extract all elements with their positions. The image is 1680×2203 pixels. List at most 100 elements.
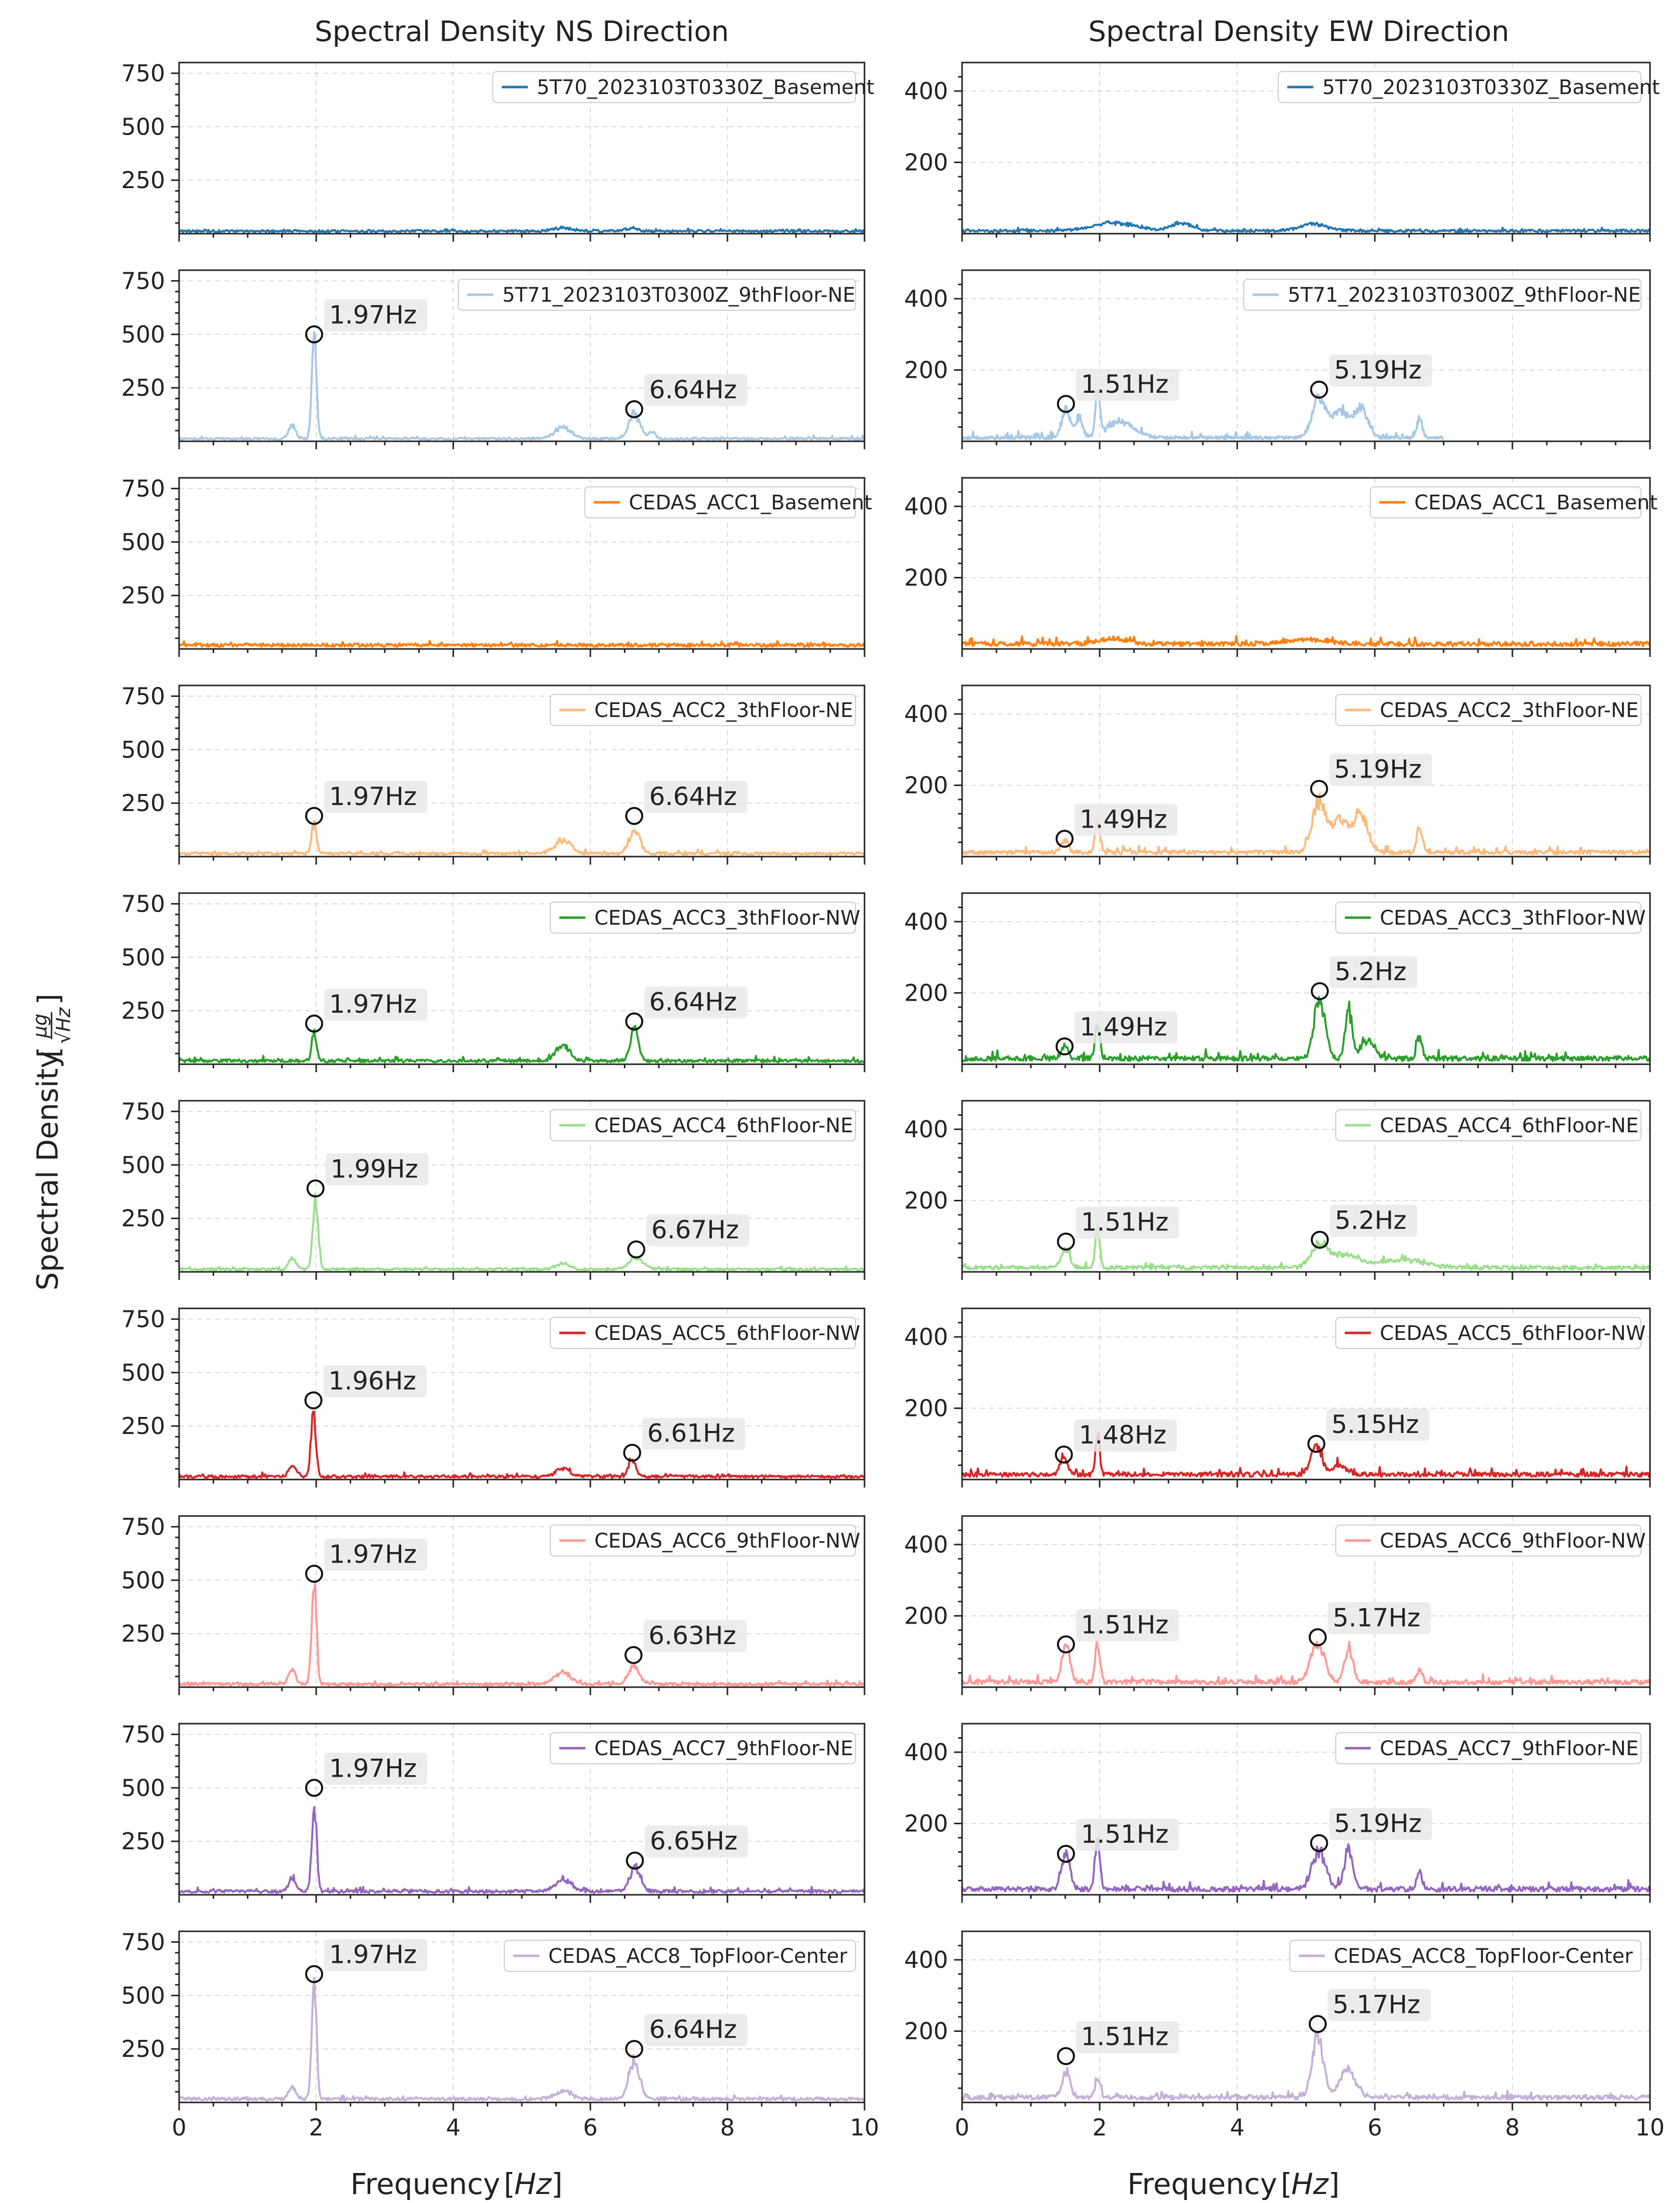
spectrum-line-ns <box>179 1193 865 1272</box>
spectrum-line-ew <box>961 1432 1651 1478</box>
legend-label: CEDAS_ACC2_3thFloor-NE <box>1380 699 1638 722</box>
peak-label-box <box>642 1417 745 1450</box>
y-tick-label: 750 <box>121 890 165 917</box>
panel-ns-4: 250 500 750 CEDAS_ACC2_3thFloor-NE 1.97Hz 6.6… <box>121 682 866 865</box>
peak-label-box <box>1327 1602 1431 1635</box>
peak-marker <box>1307 1434 1326 1453</box>
y-tick-label: 250 <box>121 374 165 401</box>
peak-marker <box>305 325 323 344</box>
peak-label: 6.64Hz <box>649 375 737 404</box>
y-tick-label: 500 <box>121 321 165 348</box>
spectrum-line-ns <box>178 225 866 234</box>
peak-label: 1.99Hz <box>331 1154 418 1183</box>
legend-box <box>584 486 856 518</box>
peak-marker <box>1308 1628 1327 1647</box>
y-tick-label: 400 <box>904 908 948 935</box>
x-tick-label: 10 <box>850 2114 880 2141</box>
peak-label: 1.96Hz <box>329 1366 416 1395</box>
peak-label: 5.17Hz <box>1333 1603 1420 1632</box>
x-tick-label: 6 <box>1367 2114 1382 2141</box>
legend-box <box>550 1109 856 1141</box>
peak-marker <box>627 1240 645 1259</box>
panel-ns-8: 250 500 750 CEDAS_ACC6_9thFloor-NW 1.97Hz 6.6… <box>121 1513 866 1695</box>
y-tick-label: 750 <box>121 475 165 502</box>
peak-label-box <box>324 1939 427 1971</box>
peak-label: 1.97Hz <box>329 1940 417 1969</box>
peak-label-box <box>644 374 747 406</box>
panels-group: 2505007505T70_2023103T0330Z_Basement2004… <box>121 60 1664 2141</box>
legend-box <box>1335 1109 1641 1141</box>
y-tick-label: 500 <box>121 1982 165 2009</box>
y-axis-label-text: Spectral Density <box>31 1051 65 1290</box>
spectrum-line-ew <box>961 635 1651 647</box>
legend-label: CEDAS_ACC7_9thFloor-NE <box>594 1737 853 1760</box>
legend-box <box>1278 71 1641 103</box>
y-tick-label: 750 <box>121 1513 165 1540</box>
y-tick-label: 200 <box>904 1395 948 1422</box>
y-tick-label: 250 <box>121 167 165 194</box>
peak-label-box <box>1076 2021 1179 2053</box>
y-tick-label: 200 <box>904 149 948 176</box>
y-tick-label: 500 <box>121 1774 165 1801</box>
legend-label: CEDAS_ACC4_6thFloor-NE <box>594 1114 853 1137</box>
peak-label: 1.51Hz <box>1081 370 1169 399</box>
legend-label: CEDAS_ACC6_9thFloor-NW <box>594 1530 860 1553</box>
y-tick-label: 400 <box>904 1531 948 1558</box>
y-axis-unit-numerator: μg <box>29 1014 51 1038</box>
peak-marker <box>1310 1834 1328 1852</box>
legend-label: CEDAS_ACC6_9thFloor-NW <box>1380 1530 1645 1553</box>
peak-label: 1.49Hz <box>1080 805 1167 834</box>
peak-marker <box>1311 982 1329 1000</box>
y-tick-label: 750 <box>121 682 165 709</box>
peak-label-box <box>324 1753 427 1785</box>
y-tick-label: 750 <box>121 1305 165 1332</box>
y-tick-label: 400 <box>904 1946 948 1973</box>
spectrum-line-ns <box>178 1025 866 1064</box>
panel-ew-5: 200 400 CEDAS_ACC3_3thFloor-NW 1.49Hz 5.2Hz <box>904 892 1651 1072</box>
y-tick-label: 200 <box>904 1603 948 1630</box>
peak-marker <box>305 1779 323 1797</box>
y-tick-label: 500 <box>121 736 165 763</box>
legend-box <box>492 71 856 103</box>
peak-marker <box>625 2040 643 2058</box>
peak-label: 1.51Hz <box>1081 1611 1169 1640</box>
peak-label: 1.97Hz <box>329 300 417 329</box>
y-axis-unit-denominator: √Hz <box>53 1007 75 1044</box>
peak-label-box <box>1076 1819 1179 1851</box>
peak-marker <box>626 1851 644 1870</box>
spectrum-line-ew <box>961 220 1650 233</box>
svg-text:]: ] <box>1328 2167 1340 2201</box>
panel-ew-1: 200 400 5T70_2023103T0330Z_Basement <box>904 62 1660 242</box>
peak-marker <box>624 1646 643 1664</box>
peak-label-box <box>1330 956 1417 988</box>
peak-label-box <box>1076 369 1179 401</box>
peak-label-box <box>1074 1011 1178 1044</box>
peak-marker <box>1057 395 1075 413</box>
peak-label: 5.15Hz <box>1331 1410 1419 1439</box>
spectrum-line-ew <box>961 2031 1651 2101</box>
y-tick-label: 500 <box>121 944 165 971</box>
peak-label: 6.67Hz <box>651 1215 739 1244</box>
y-tick-label: 200 <box>904 1810 948 1837</box>
y-tick-label: 250 <box>121 790 165 817</box>
legend-label: CEDAS_ACC8_TopFloor-Center <box>1334 1945 1633 1968</box>
legend-box <box>550 1525 856 1557</box>
peak-marker <box>304 1391 323 1409</box>
panel-ns-6: 250 500 750 CEDAS_ACC4_6thFloor-NE 1.99Hz 6.6… <box>121 1098 866 1280</box>
y-tick-label: 200 <box>904 564 948 591</box>
peak-label-box <box>324 988 427 1021</box>
y-tick-label: 500 <box>121 528 165 555</box>
legend-box <box>1335 1732 1641 1764</box>
peak-label: 5.2Hz <box>1335 957 1406 986</box>
peak-label: 1.51Hz <box>1081 1207 1169 1236</box>
panel-ew-10: 200 400 0 2 4 6 8 10 CEDAS_ACC8_TopFloor-Center 1… <box>904 1930 1664 2141</box>
legend-box <box>550 902 856 934</box>
x-tick-label: 4 <box>1230 2114 1244 2141</box>
svg-text:]: ] <box>551 2167 563 2201</box>
legend-box <box>458 279 856 311</box>
y-tick-label: 400 <box>904 1739 948 1766</box>
peak-label: 1.97Hz <box>329 990 417 1019</box>
peak-label-box <box>1330 1204 1417 1237</box>
peak-label: 6.64Hz <box>649 782 737 811</box>
